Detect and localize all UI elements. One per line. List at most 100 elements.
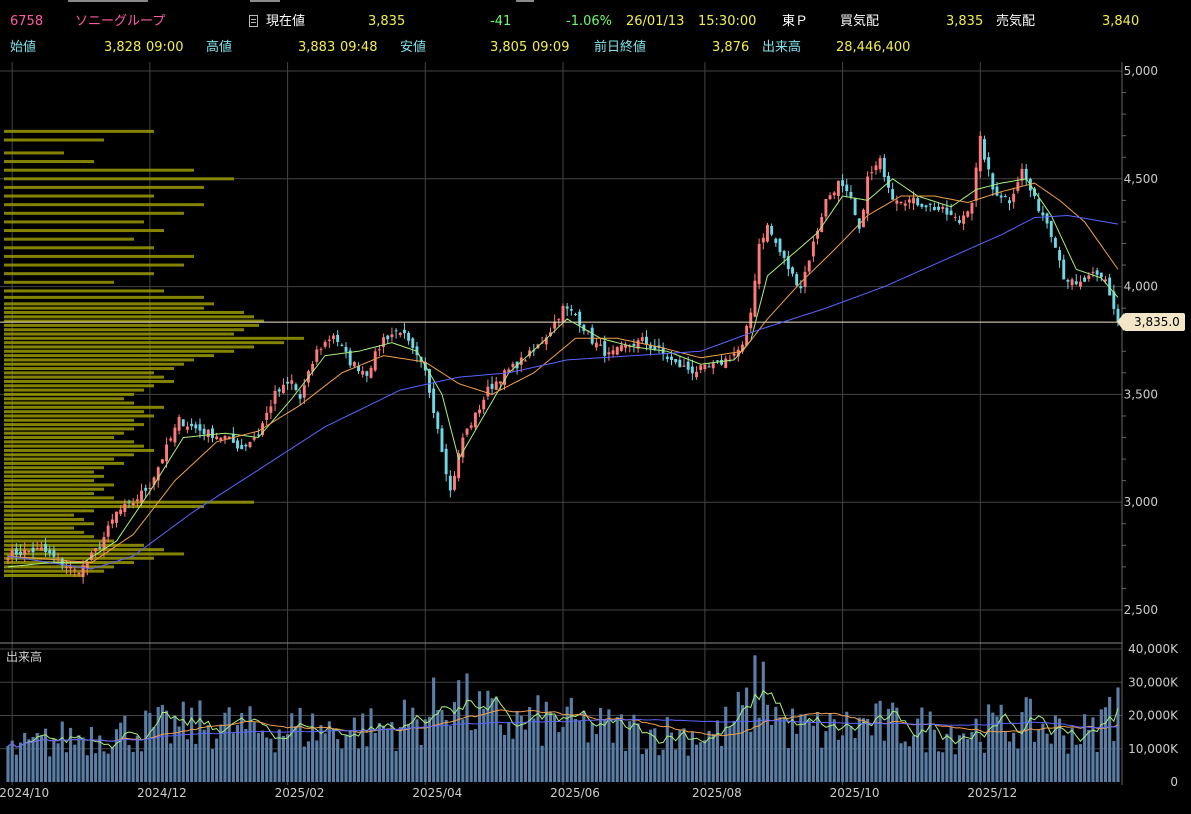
candle-body: [1083, 277, 1087, 282]
document-icon[interactable]: [249, 15, 258, 27]
volume-bar: [432, 677, 436, 782]
candle-body: [628, 346, 632, 348]
price-tick-label: 2,500: [1124, 603, 1158, 617]
volume-profile-bar: [4, 306, 204, 310]
volume-tick-label: 40,000K: [1128, 642, 1179, 656]
volume-profile-bar: [4, 461, 124, 465]
volume-bar: [928, 711, 932, 782]
candle-body: [882, 157, 886, 178]
candle-body: [553, 321, 557, 329]
volume-profile-bar: [4, 440, 134, 444]
candle-body: [286, 381, 290, 384]
candle-body: [27, 550, 31, 552]
volume-bar: [866, 718, 870, 782]
candle-body: [64, 566, 68, 568]
candle-body: [1049, 220, 1053, 237]
volume-bar: [94, 753, 98, 782]
candle-body: [219, 437, 223, 441]
candle-body: [469, 425, 473, 428]
volume-bar: [523, 729, 528, 782]
volume-bar: [64, 752, 68, 782]
volume-bar: [966, 739, 970, 782]
candle-body: [344, 346, 348, 352]
volume-profile-bar: [4, 392, 134, 396]
candle-body: [110, 519, 114, 524]
volume-bar: [256, 732, 260, 782]
candle-body: [766, 224, 769, 242]
high-time: 09:48: [340, 40, 378, 55]
volume-profile-bar: [4, 203, 204, 207]
candle-body: [937, 206, 941, 210]
volume-profile-bar: [4, 237, 134, 241]
candle-body: [999, 195, 1003, 198]
volume-bar: [461, 719, 465, 782]
candle-body: [807, 260, 811, 272]
volume-bar: [841, 735, 845, 782]
volume-bar: [515, 711, 519, 782]
volume-profile-bar: [4, 565, 114, 569]
candle-body: [795, 274, 799, 286]
volume-bar: [315, 740, 319, 782]
volume-profile-bar: [4, 448, 154, 452]
high-label: 高値: [206, 40, 233, 55]
volume-bar: [678, 730, 682, 782]
candle-body: [1016, 182, 1020, 191]
volume-bar: [361, 713, 365, 782]
volume-bar: [807, 720, 811, 782]
volume-bar: [949, 726, 953, 782]
price-change: -41: [490, 14, 512, 29]
volume-profile-bar: [4, 345, 254, 349]
volume-bar: [544, 701, 548, 782]
candle-body: [152, 477, 156, 485]
candle-body: [127, 501, 131, 503]
candle-body: [557, 319, 561, 321]
volume-bar: [690, 731, 694, 782]
volume-bar: [1083, 714, 1087, 782]
candle-body: [953, 216, 957, 218]
volume-bar: [849, 726, 853, 782]
volume-bar: [982, 752, 987, 782]
volume-bar: [386, 728, 390, 782]
candle-body: [386, 335, 390, 340]
candle-body: [640, 337, 644, 341]
volume-bar: [886, 708, 891, 782]
volume-bar: [932, 729, 936, 782]
candle-body: [102, 537, 106, 551]
candle-body: [315, 349, 319, 362]
volume-value: 28,446,400: [836, 40, 911, 55]
candle-body: [774, 238, 778, 243]
volume-bar: [632, 714, 636, 782]
volume-bar: [477, 691, 482, 782]
ma-long-line: [7, 214, 1119, 570]
volume-bar: [173, 715, 177, 782]
volume-bar: [14, 754, 18, 782]
volume-bar: [160, 704, 164, 782]
candle-body: [619, 345, 623, 351]
volume-bar: [1062, 735, 1066, 782]
candle-body: [1099, 272, 1103, 278]
volume-bar: [48, 756, 52, 782]
candle-body: [799, 286, 803, 289]
candle-body: [582, 324, 586, 331]
volume-bar: [937, 751, 941, 782]
volume-bar: [177, 726, 181, 782]
candle-body: [903, 203, 907, 206]
volume-profile-bar: [4, 177, 234, 181]
volume-bar: [206, 725, 210, 782]
volume-bar: [941, 752, 945, 782]
candle-body: [169, 438, 173, 441]
candle-body: [636, 340, 640, 349]
volume-bar: [148, 712, 152, 782]
volume-bar: [532, 718, 536, 782]
volume-profile-bar: [4, 341, 284, 345]
volume-bar: [573, 719, 578, 782]
volume-bar: [352, 717, 356, 782]
volume-bar: [836, 739, 840, 782]
candle-body: [457, 453, 461, 478]
volume-profile-bar: [4, 254, 194, 258]
volume-bar: [319, 725, 323, 782]
candle-body: [352, 362, 356, 367]
candle-body: [181, 419, 185, 427]
candle-body: [1074, 281, 1078, 285]
